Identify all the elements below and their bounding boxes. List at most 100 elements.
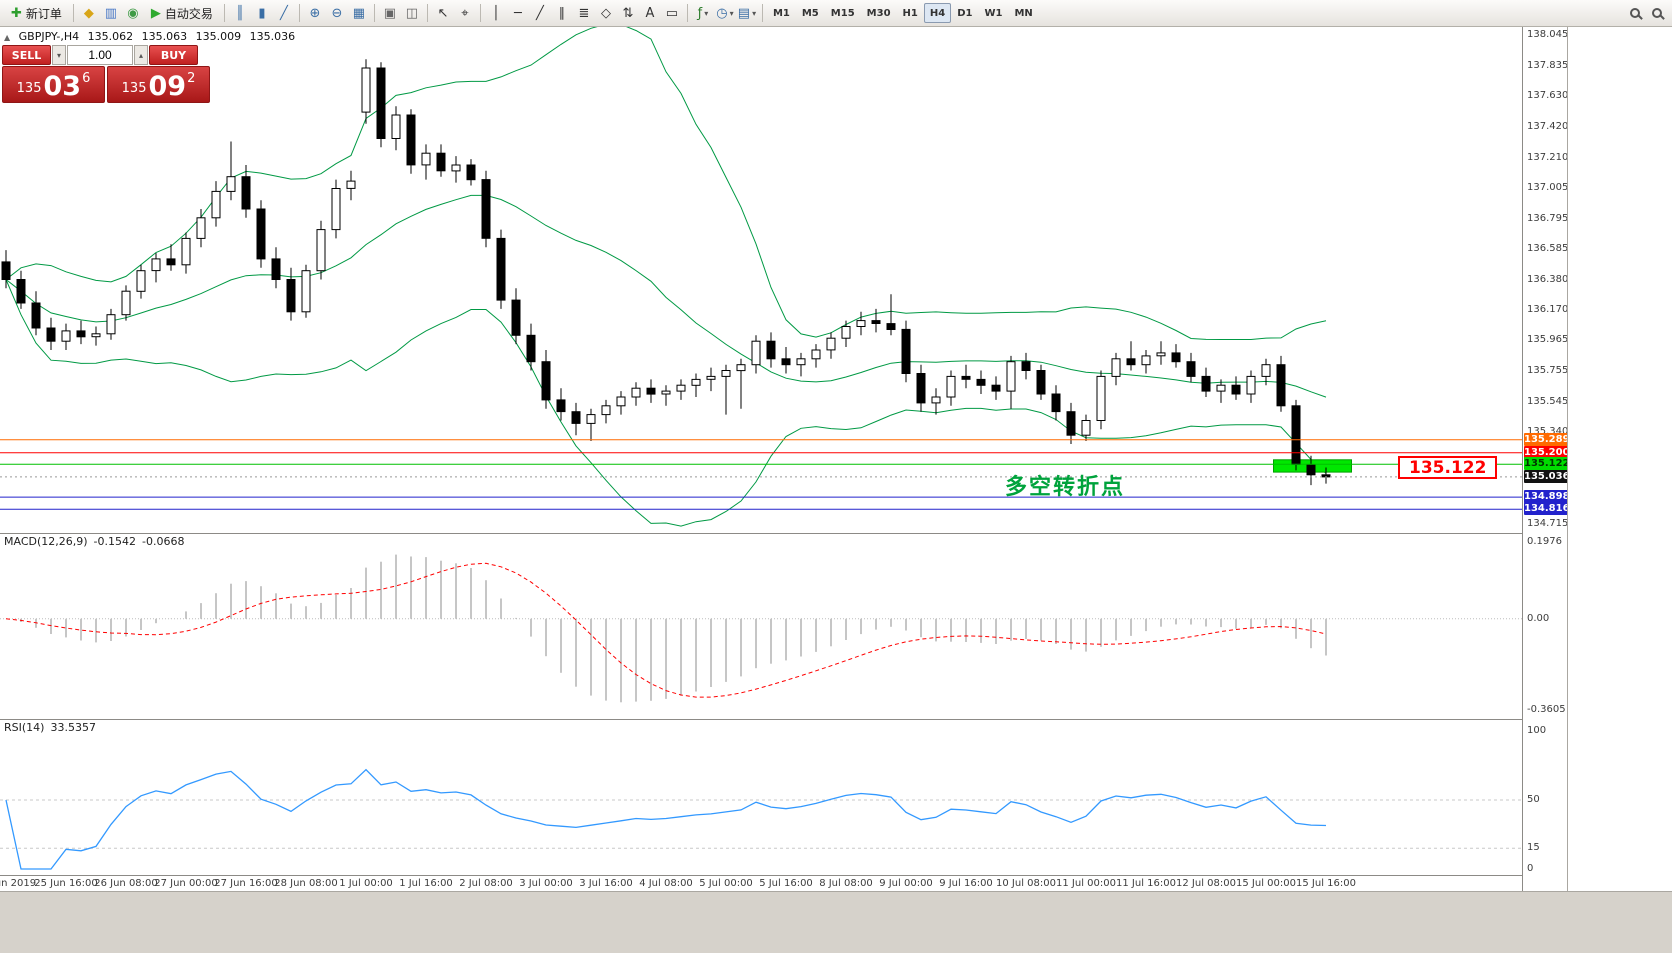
crosshair-button[interactable]: ⌖	[454, 2, 476, 24]
toolbar-separator	[72, 4, 74, 22]
indicators-button[interactable]: ƒ ▾	[692, 2, 714, 24]
timeframe-d1[interactable]: D1	[957, 7, 973, 19]
search-button[interactable]	[1624, 2, 1646, 24]
fibonacci-icon: ≣	[578, 5, 590, 21]
chart-window[interactable]: ▲ GBPJPY-,H4 135.062 135.063 135.009 135…	[0, 27, 1568, 891]
time-axis-label: 25 Jun 2019	[0, 878, 37, 889]
buy-price-point: 2	[187, 71, 196, 86]
trendline-icon: ╱	[536, 5, 544, 21]
price-axis-label: 137.630	[1527, 90, 1568, 101]
buy-button[interactable]: BUY	[149, 45, 198, 65]
cascade-windows-button[interactable]: ◫	[401, 2, 423, 24]
low-value: 135.009	[195, 30, 242, 43]
time-axis-label: 2 Jul 08:00	[459, 878, 513, 889]
rsi-panel[interactable]	[0, 719, 1522, 875]
vertical-line-icon: │	[492, 5, 500, 21]
zoom-out-icon: ⊖	[331, 5, 343, 21]
line-chart-type-button[interactable]: ╱	[273, 2, 295, 24]
channel-button[interactable]: ∥	[551, 2, 573, 24]
buy-price-button[interactable]: 135 09 2	[107, 66, 210, 103]
line-chart-icon: ╱	[280, 5, 288, 21]
bar-chart-type-button[interactable]: ║	[229, 2, 251, 24]
rsi-scale-label: 100	[1527, 725, 1547, 736]
charts-button[interactable]: ◆	[78, 2, 100, 24]
toolbar: ✚ 新订单 ◆ ▥ ◉ ▶ 自动交易 ║ ▮ ╱ ⊕ ⊖ ▦ ▣ ◫ ↖ ⌖ │ ─ ╱ ∥ ≣ ◇ ⇅ A ▭ ƒ ▾ ◷ ▾ ▤ ▾ M1 M…	[0, 0, 1672, 27]
time-axis-label: 15 Jul 16:00	[1296, 878, 1356, 889]
price-chart[interactable]	[0, 27, 1522, 533]
tile-windows-button[interactable]: ▣	[379, 2, 401, 24]
zoom-out-button[interactable]: ⊖	[326, 2, 348, 24]
signals-button[interactable]: ◉	[122, 2, 144, 24]
macd-name: MACD(12,26,9)	[4, 535, 88, 548]
macd-value: -0.1542	[93, 535, 137, 548]
shapes-button[interactable]: ◇	[595, 2, 617, 24]
sell-button[interactable]: SELL	[2, 45, 51, 65]
text-label-button[interactable]: ▭	[661, 2, 683, 24]
market-watch-button[interactable]: ▥	[100, 2, 122, 24]
time-axis-label: 1 Jul 16:00	[399, 878, 453, 889]
price-axis-label: 138.045	[1527, 29, 1568, 40]
rsi-scale-label: 0	[1527, 863, 1534, 874]
timeframe-m5[interactable]: M5	[801, 7, 819, 19]
time-axis-label: 3 Jul 00:00	[519, 878, 573, 889]
symbol-period-label: GBPJPY-,H4	[18, 30, 80, 43]
timeframe-w1[interactable]: W1	[984, 7, 1003, 19]
level-lines	[0, 439, 1522, 510]
trade-panel-toggle-icon[interactable]: ▲	[4, 33, 11, 42]
text-tool-button[interactable]: A	[639, 2, 661, 24]
new-order-button[interactable]: ✚ 新订单	[4, 2, 69, 24]
auto-arrange-button[interactable]: ▦	[348, 2, 370, 24]
grid-icon: ▦	[352, 5, 366, 21]
cursor-button[interactable]: ↖	[432, 2, 454, 24]
sell-price-button[interactable]: 135 03 6	[2, 66, 105, 103]
time-axis-label: 12 Jul 08:00	[1176, 878, 1236, 889]
bollinger-bands	[5, 27, 1327, 527]
macd-signal-value: -0.0668	[142, 535, 185, 548]
price-tag: 135.200	[1524, 446, 1568, 459]
toolbar-separator	[298, 4, 300, 22]
auto-trading-icon: ▶	[150, 5, 161, 21]
toolbar-separator	[479, 4, 481, 22]
price-tag: 134.898	[1524, 490, 1568, 503]
volume-stepper[interactable]: ▴	[134, 45, 148, 65]
macd-panel[interactable]	[0, 533, 1522, 719]
sell-dropdown-button[interactable]: ▾	[52, 45, 66, 65]
high-value: 135.063	[141, 30, 188, 43]
price-scale[interactable]: 138.045 137.835 137.630 137.420 137.210 137.0…	[1522, 27, 1568, 891]
price-axis-label: 136.585	[1527, 243, 1568, 254]
price-callout[interactable]: 135.122	[1398, 456, 1498, 479]
time-axis-label: 5 Jul 00:00	[699, 878, 753, 889]
new-order-icon: ✚	[11, 5, 22, 21]
fibonacci-button[interactable]: ≣	[573, 2, 595, 24]
market-watch-icon: ▥	[104, 5, 118, 21]
templates-button[interactable]: ▤ ▾	[736, 2, 758, 24]
timeframe-h1[interactable]: H1	[902, 7, 918, 19]
arrows-button[interactable]: ⇅	[617, 2, 639, 24]
rsi-line	[5, 768, 1327, 870]
time-axis-label: 25 Jun 16:00	[34, 878, 98, 889]
candlestick-type-button[interactable]: ▮	[251, 2, 273, 24]
turning-point-annotation[interactable]: 多空转折点	[1005, 475, 1126, 500]
price-axis-label: 135.755	[1527, 365, 1568, 376]
timeframe-h4[interactable]: H4	[923, 3, 952, 23]
trendline-button[interactable]: ╱	[529, 2, 551, 24]
panel-separator[interactable]	[0, 719, 1567, 720]
periods-button[interactable]: ◷ ▾	[714, 2, 736, 24]
timeframe-mn[interactable]: MN	[1014, 7, 1033, 19]
tile-windows-icon: ▣	[383, 5, 397, 21]
price-tag: 135.036	[1524, 470, 1568, 483]
chart-window-icon: ◆	[83, 5, 94, 21]
vertical-line-button[interactable]: │	[485, 2, 507, 24]
zoom-in-button[interactable]: ⊕	[304, 2, 326, 24]
panel-separator[interactable]	[0, 533, 1567, 534]
horizontal-line-button[interactable]: ─	[507, 2, 529, 24]
timeframe-m30[interactable]: M30	[866, 7, 891, 19]
volume-input[interactable]	[67, 45, 133, 65]
cascade-windows-icon: ◫	[405, 5, 419, 21]
timeframe-m15[interactable]: M15	[830, 7, 855, 19]
symbol-search-button[interactable]	[1646, 2, 1668, 24]
timeframe-m1[interactable]: M1	[772, 7, 790, 19]
auto-trading-button[interactable]: ▶ 自动交易	[144, 2, 220, 24]
arrows-icon: ⇅	[622, 5, 634, 21]
